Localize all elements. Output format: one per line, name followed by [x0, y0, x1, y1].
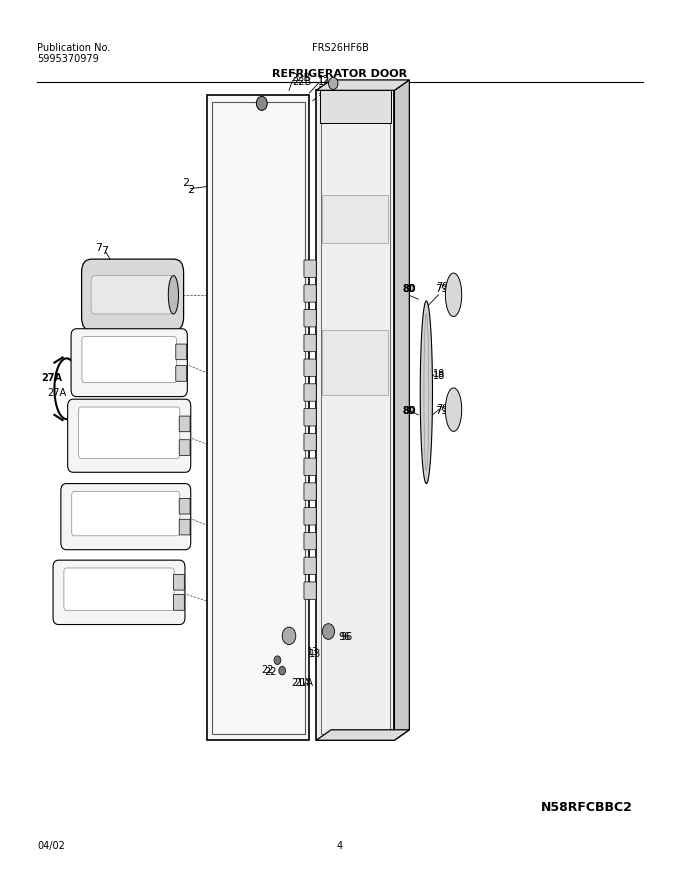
Polygon shape	[420, 302, 432, 484]
Text: 04/02: 04/02	[37, 839, 65, 850]
FancyBboxPatch shape	[91, 276, 174, 315]
Text: 2: 2	[187, 184, 194, 195]
Text: 5995370979: 5995370979	[37, 54, 99, 64]
FancyBboxPatch shape	[322, 196, 388, 243]
Text: 27A: 27A	[41, 373, 62, 383]
Text: 79: 79	[436, 403, 448, 414]
FancyBboxPatch shape	[304, 335, 316, 352]
Text: 80: 80	[403, 283, 415, 294]
Text: 7: 7	[95, 242, 102, 253]
Text: 15: 15	[318, 88, 330, 98]
Circle shape	[279, 667, 286, 675]
FancyBboxPatch shape	[53, 561, 185, 625]
FancyBboxPatch shape	[304, 434, 316, 451]
Text: 12: 12	[318, 76, 330, 87]
Text: 80: 80	[403, 405, 415, 415]
FancyBboxPatch shape	[304, 508, 316, 526]
Text: 22B: 22B	[291, 73, 310, 83]
FancyBboxPatch shape	[71, 329, 187, 397]
FancyBboxPatch shape	[82, 260, 184, 331]
Text: 80: 80	[403, 405, 416, 415]
Text: 22B: 22B	[292, 76, 311, 87]
Text: 27A: 27A	[48, 388, 67, 398]
FancyBboxPatch shape	[322, 330, 388, 395]
Text: 4: 4	[337, 839, 343, 850]
FancyBboxPatch shape	[173, 595, 184, 611]
Text: 4: 4	[67, 501, 73, 511]
FancyBboxPatch shape	[304, 483, 316, 501]
Polygon shape	[394, 81, 409, 740]
FancyBboxPatch shape	[180, 416, 190, 432]
Text: 80: 80	[403, 283, 416, 294]
FancyBboxPatch shape	[304, 310, 316, 328]
FancyBboxPatch shape	[64, 568, 174, 611]
FancyBboxPatch shape	[304, 533, 316, 550]
FancyBboxPatch shape	[304, 409, 316, 427]
Polygon shape	[445, 388, 462, 432]
FancyBboxPatch shape	[304, 558, 316, 575]
Ellipse shape	[169, 276, 178, 315]
Text: 18: 18	[433, 368, 445, 379]
FancyBboxPatch shape	[175, 366, 186, 381]
Text: 15: 15	[318, 86, 330, 96]
Text: N58RFCBBC2: N58RFCBBC2	[541, 800, 632, 813]
Text: FRS26HF6B: FRS26HF6B	[311, 43, 369, 53]
Text: 79: 79	[436, 282, 448, 292]
Text: 96: 96	[339, 631, 351, 641]
Circle shape	[322, 624, 335, 640]
Circle shape	[328, 78, 338, 90]
FancyBboxPatch shape	[304, 285, 316, 302]
Text: 7: 7	[101, 245, 107, 255]
FancyBboxPatch shape	[67, 400, 190, 473]
Polygon shape	[316, 730, 409, 740]
FancyBboxPatch shape	[304, 261, 316, 278]
Circle shape	[282, 627, 296, 645]
FancyBboxPatch shape	[72, 492, 180, 536]
FancyBboxPatch shape	[179, 499, 190, 514]
Text: 79: 79	[435, 405, 447, 415]
FancyBboxPatch shape	[180, 441, 190, 456]
Text: 22: 22	[261, 664, 273, 674]
Circle shape	[274, 656, 281, 665]
Text: 96: 96	[340, 631, 352, 641]
Text: 22: 22	[264, 666, 276, 676]
FancyBboxPatch shape	[82, 337, 177, 383]
Text: 79: 79	[435, 283, 447, 294]
FancyBboxPatch shape	[179, 520, 190, 535]
FancyBboxPatch shape	[304, 384, 316, 401]
FancyBboxPatch shape	[304, 582, 316, 600]
Text: 12: 12	[318, 75, 330, 85]
Text: 49: 49	[131, 327, 143, 337]
FancyBboxPatch shape	[316, 91, 394, 740]
FancyBboxPatch shape	[304, 459, 316, 476]
Text: REFRIGERATOR DOOR: REFRIGERATOR DOOR	[273, 69, 407, 79]
Text: Publication No.: Publication No.	[37, 43, 111, 53]
Text: 13: 13	[307, 647, 320, 657]
FancyBboxPatch shape	[207, 96, 309, 740]
FancyBboxPatch shape	[304, 360, 316, 377]
Text: 18: 18	[432, 370, 445, 381]
Text: 2: 2	[182, 177, 189, 188]
Text: 21A: 21A	[291, 677, 310, 687]
FancyBboxPatch shape	[175, 345, 186, 361]
Text: 4: 4	[67, 579, 73, 589]
FancyBboxPatch shape	[61, 484, 190, 550]
Text: 49: 49	[131, 399, 143, 409]
Circle shape	[256, 97, 267, 111]
FancyBboxPatch shape	[320, 91, 391, 124]
Text: 21A: 21A	[294, 677, 313, 687]
FancyBboxPatch shape	[78, 408, 180, 459]
Text: 13: 13	[309, 648, 322, 659]
Polygon shape	[316, 81, 409, 91]
Polygon shape	[445, 274, 462, 317]
FancyBboxPatch shape	[173, 574, 184, 590]
